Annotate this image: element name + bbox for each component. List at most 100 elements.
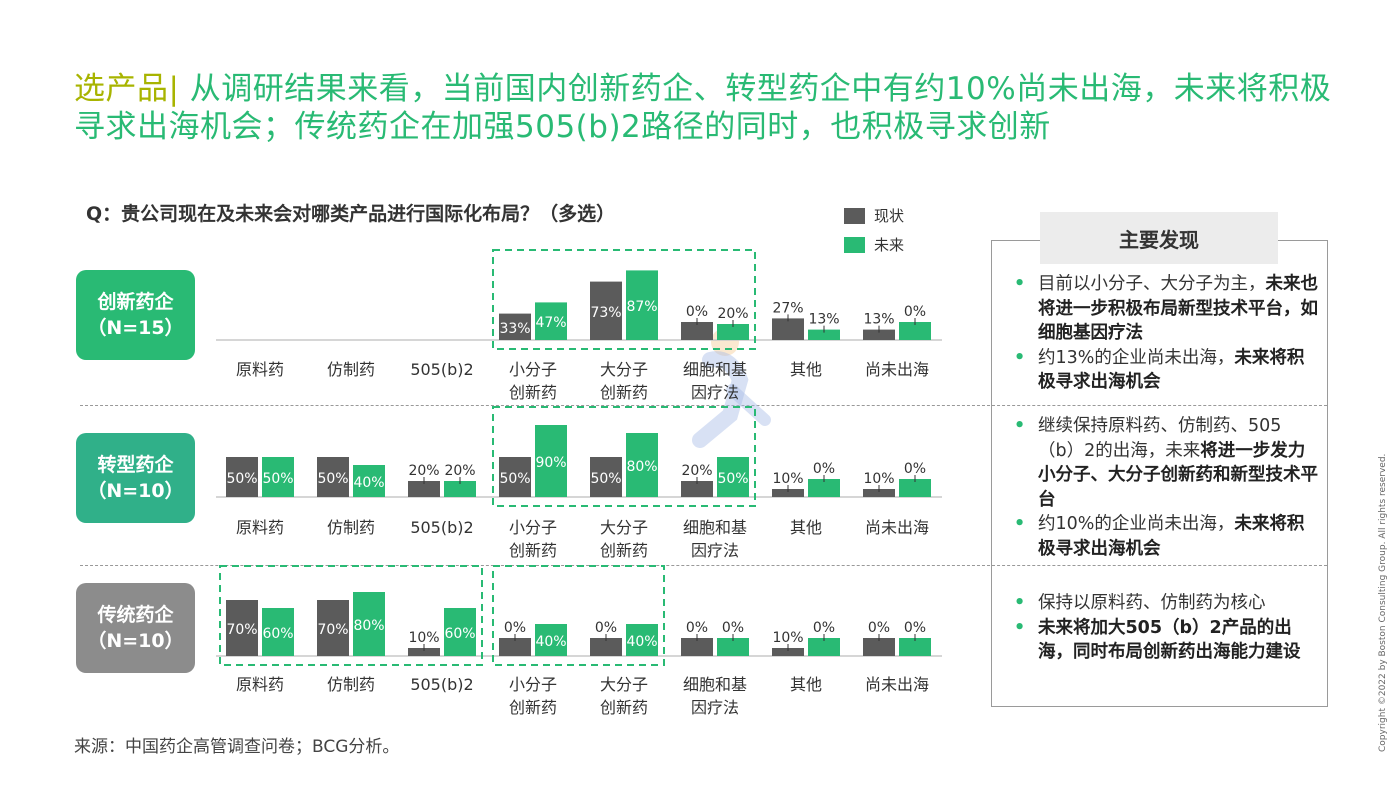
data-label: 60% xyxy=(262,626,293,642)
category-label: 大分子 xyxy=(600,518,648,537)
bar-current xyxy=(590,638,622,656)
finding-item: • 保持以原料药、仿制药为核心 xyxy=(1012,591,1318,616)
bar-future xyxy=(535,302,567,340)
data-label: 20% xyxy=(681,463,712,479)
category-label: 仿制药 xyxy=(327,518,375,537)
data-label: 20% xyxy=(717,306,748,322)
bullet-icon: • xyxy=(1014,274,1026,294)
category-label: 创新药 xyxy=(509,698,557,717)
bar-future xyxy=(808,638,840,656)
data-label: 60% xyxy=(444,626,475,642)
category-label: 505(b)2 xyxy=(410,360,473,379)
bar-future xyxy=(626,624,658,656)
data-label: 40% xyxy=(535,634,566,650)
category-label: 原料药 xyxy=(236,675,284,694)
data-label: 33% xyxy=(499,321,530,337)
data-label: 0% xyxy=(686,304,708,320)
finding-item: • 目前以小分子、大分子为主，未来也将进一步积极布局新型技术平台，如细胞基因疗法 xyxy=(1012,272,1318,346)
data-label: 10% xyxy=(772,630,803,646)
bar-current xyxy=(226,600,258,656)
data-label: 50% xyxy=(262,471,293,487)
group-name: 转型药企 xyxy=(97,454,174,476)
bar-future xyxy=(899,479,931,497)
highlight-box xyxy=(219,565,483,666)
source-note: 来源：中国药企高管调查问卷；BCG分析。 xyxy=(74,737,400,757)
bar-future xyxy=(808,329,840,340)
data-label: 50% xyxy=(717,471,748,487)
data-label: 47% xyxy=(535,315,566,331)
category-label: 细胞和基 xyxy=(683,360,747,379)
bar-future xyxy=(353,465,385,497)
legend-item-future: 未来 xyxy=(844,230,904,259)
bar-future xyxy=(717,324,749,340)
data-label: 73% xyxy=(590,305,621,321)
legend-label-current: 现状 xyxy=(874,207,905,225)
findings-section-transforming: • 继续保持原料药、仿制药、505（b）2的出海，未来将进一步发力小分子、大分子创… xyxy=(1012,414,1318,561)
data-label: 50% xyxy=(590,471,621,487)
group-sample: （N=15） xyxy=(87,317,184,339)
group-pill-innovative: 创新药企 （N=15） xyxy=(76,270,195,360)
category-label: 创新药 xyxy=(509,383,557,402)
finding-item: • 约10%的企业尚未出海，未来将积极寻求出海机会 xyxy=(1012,512,1318,561)
bar-future xyxy=(899,638,931,656)
data-label: 0% xyxy=(904,461,926,477)
data-label: 50% xyxy=(499,471,530,487)
category-label: 原料药 xyxy=(236,360,284,379)
bar-current xyxy=(317,600,349,656)
data-label: 80% xyxy=(353,618,384,634)
finding-text: 未来将积极寻求出海机会 xyxy=(1038,514,1305,559)
category-label: 仿制药 xyxy=(327,360,375,379)
category-label: 细胞和基 xyxy=(683,675,747,694)
bar-current xyxy=(226,457,258,497)
category-label: 因疗法 xyxy=(691,698,739,717)
category-label: 创新药 xyxy=(600,383,648,402)
bar-current xyxy=(590,457,622,497)
category-label: 其他 xyxy=(790,360,822,379)
finding-text: 将进一步发力小分子、大分子创新药和新型技术平台 xyxy=(1038,440,1318,510)
category-label: 细胞和基 xyxy=(683,518,747,537)
bar-current xyxy=(863,329,895,340)
group-pill-traditional: 传统药企 （N=10） xyxy=(76,583,195,673)
survey-question: Q：贵公司现在及未来会对哪类产品进行国际化布局？（多选） xyxy=(86,203,616,225)
category-label: 尚未出海 xyxy=(865,675,929,694)
category-label: 创新药 xyxy=(600,541,648,560)
bar-current xyxy=(863,489,895,497)
bar-future xyxy=(353,592,385,656)
data-label: 0% xyxy=(595,620,617,636)
data-label: 0% xyxy=(722,620,744,636)
finding-item: • 未来将加大505（b）2产品的出海，同时布局创新药出海能力建设 xyxy=(1012,616,1318,665)
data-label: 0% xyxy=(504,620,526,636)
panel-divider xyxy=(80,405,990,406)
bullet-icon: • xyxy=(1014,416,1026,436)
group-pill-transforming: 转型药企 （N=10） xyxy=(76,433,195,523)
bullet-icon: • xyxy=(1014,347,1026,368)
copyright-note: Copyright ©2022 by Boston Consulting Gro… xyxy=(1378,453,1388,752)
data-label: 0% xyxy=(813,461,835,477)
category-label: 创新药 xyxy=(509,541,557,560)
group-name: 传统药企 xyxy=(97,604,174,626)
finding-text: 继续保持原料药、仿制药、505（b）2的出海，未来 xyxy=(1038,416,1282,461)
bar-panel-1: 50% 50% 原料药 50% 40% 仿制药 20% 20% 505(b)2 50% 90% 小分子… xyxy=(216,406,942,560)
category-label: 尚未出海 xyxy=(865,518,929,537)
finding-text: 保持以原料药、仿制药为核心 xyxy=(1038,593,1266,613)
bullet-icon: • xyxy=(1014,593,1026,613)
category-label: 仿制药 xyxy=(327,675,375,694)
category-label: 小分子 xyxy=(509,518,557,537)
bar-current xyxy=(681,638,713,656)
finding-text: 未来将加大505（b）2产品的出海，同时布局创新药出海能力建设 xyxy=(1038,617,1301,663)
bar-current xyxy=(772,318,804,340)
bar-future xyxy=(444,608,476,656)
data-label: 0% xyxy=(813,620,835,636)
data-label: 40% xyxy=(626,634,657,650)
data-label: 70% xyxy=(226,622,257,638)
group-name: 创新药企 xyxy=(97,291,174,313)
group-sample: （N=10） xyxy=(87,630,184,652)
finding-item: • 继续保持原料药、仿制药、505（b）2的出海，未来将进一步发力小分子、大分子创… xyxy=(1012,414,1318,512)
bar-current xyxy=(681,481,713,497)
bar-current xyxy=(863,638,895,656)
data-label: 80% xyxy=(626,459,657,475)
category-label: 原料药 xyxy=(236,518,284,537)
category-label: 其他 xyxy=(790,518,822,537)
